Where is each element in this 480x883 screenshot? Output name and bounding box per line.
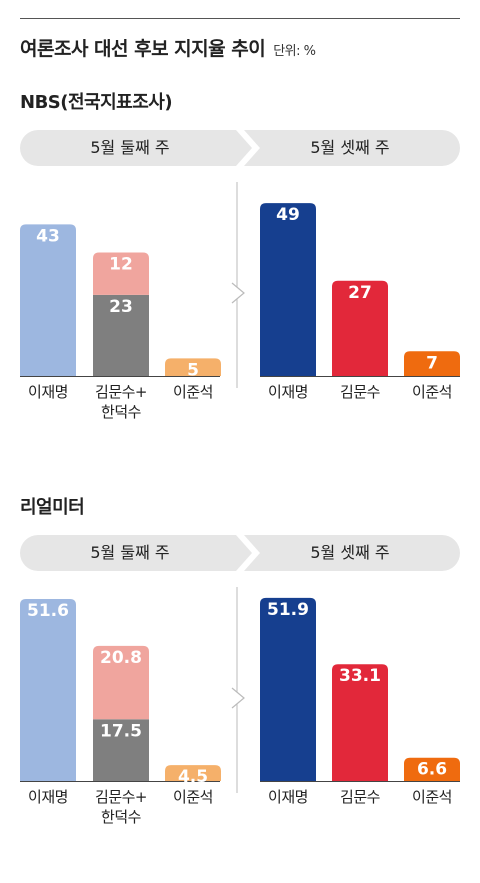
category-label: 이준석 <box>412 788 452 806</box>
bar-segment <box>260 597 316 781</box>
bar-value-label: 51.6 <box>27 601 69 621</box>
category-label: 이준석 <box>173 383 213 401</box>
category-label: 김문수 <box>340 383 380 401</box>
bar-segment <box>404 351 460 376</box>
bar-segment <box>93 252 149 295</box>
period-band-shape <box>20 535 460 571</box>
bar-value-label: 49 <box>276 205 300 225</box>
nbs-poll-section: NBS(전국지표조사) 5월 둘째 주 5월 셋째 주 43 23 12 5 49 27 7… <box>0 88 480 478</box>
bar-value-label: 7 <box>426 353 438 373</box>
bar-value-label: 51.9 <box>267 600 309 620</box>
bar-segment <box>165 358 221 376</box>
bar-segment <box>20 598 76 781</box>
category-label: 김문수+ 한덕수 <box>95 788 147 826</box>
bar-chart-realmeter: 51.6 17.5 20.8 4.5 51.9 33.1 6.6 <box>20 587 460 793</box>
bar-value-label: 6.6 <box>417 760 447 780</box>
category-label: 이재명 <box>28 383 68 401</box>
bar-segment <box>332 280 388 376</box>
bar-chart-nbs: 43 23 12 5 49 27 7 <box>20 182 460 388</box>
category-label: 이준석 <box>412 383 452 401</box>
period-label-week3: 5월 셋째 주 <box>310 543 390 562</box>
period-band: 5월 둘째 주 5월 셋째 주 <box>20 130 460 166</box>
bar-segment <box>260 203 316 376</box>
bar-value-label: 5 <box>187 360 199 380</box>
period-arrow-icon <box>231 687 245 709</box>
category-label: 김문수 <box>340 788 380 806</box>
top-rule <box>20 18 460 19</box>
period-label-week3: 5월 셋째 주 <box>310 138 390 157</box>
category-label: 이재명 <box>268 788 308 806</box>
bar-segment <box>332 664 388 781</box>
category-label: 이재명 <box>268 383 308 401</box>
bar-value-label: 20.8 <box>100 648 142 668</box>
bar-value-label: 17.5 <box>100 721 142 741</box>
chart-title: 여론조사 대선 후보 지지율 추이 단위: % <box>20 34 316 61</box>
bar-value-label: 4.5 <box>178 767 208 787</box>
category-label: 이준석 <box>173 788 213 806</box>
unit-label: 단위: % <box>273 44 316 59</box>
bar-segment <box>93 719 149 781</box>
category-label: 이재명 <box>28 788 68 806</box>
period-band-shape <box>20 130 460 166</box>
bar-segment <box>404 757 460 781</box>
bar-segment <box>20 224 76 376</box>
period-label-week2: 5월 둘째 주 <box>90 138 170 157</box>
period-arrow-icon <box>231 282 245 304</box>
bar-segment <box>93 294 149 376</box>
bar-value-label: 43 <box>36 226 60 246</box>
bar-segment <box>93 645 149 720</box>
poll-name-realmeter: 리얼미터 <box>20 497 85 518</box>
bar-segment <box>165 765 221 781</box>
bar-value-label: 23 <box>109 297 133 317</box>
bar-value-label: 33.1 <box>339 666 381 686</box>
category-label: 김문수+ 한덕수 <box>95 383 147 421</box>
period-label-week2: 5월 둘째 주 <box>90 543 170 562</box>
period-band: 5월 둘째 주 5월 셋째 주 <box>20 535 460 571</box>
title-text: 여론조사 대선 후보 지지율 추이 <box>20 38 266 60</box>
bar-value-label: 12 <box>109 255 133 275</box>
poll-name-nbs: NBS(전국지표조사) <box>20 92 173 113</box>
bar-value-label: 27 <box>348 283 372 303</box>
realmeter-poll-section: 리얼미터 5월 둘째 주 5월 셋째 주 51.6 17.5 20.8 4.5 51.9… <box>0 493 480 883</box>
